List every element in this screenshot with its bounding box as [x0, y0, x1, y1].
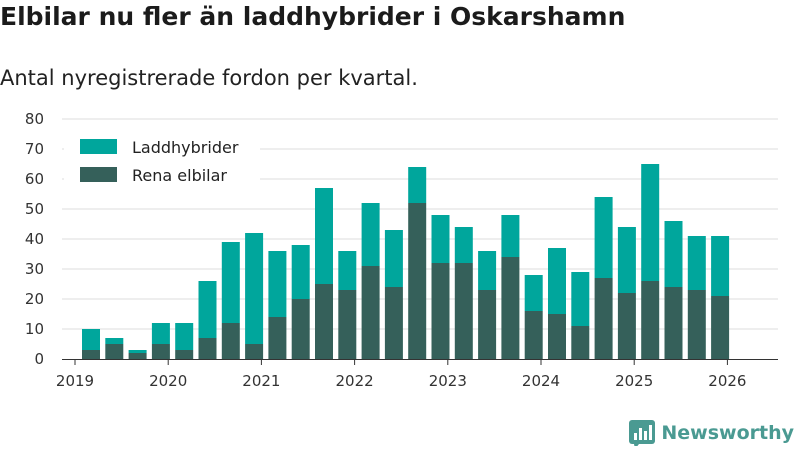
- bar-rena-elbilar: [641, 281, 660, 359]
- bar-rena-elbilar: [687, 290, 706, 359]
- bar-laddhybrider: [641, 164, 660, 281]
- bar-rena-elbilar: [338, 290, 357, 359]
- bar-laddhybrider: [221, 242, 240, 323]
- bars: [82, 164, 730, 359]
- bar-rena-elbilar: [268, 317, 287, 359]
- bar-laddhybrider: [687, 236, 706, 290]
- bar-rena-elbilar: [82, 350, 100, 359]
- bar-laddhybrider: [105, 338, 124, 344]
- bar-laddhybrider: [548, 248, 566, 314]
- bar-laddhybrider: [617, 227, 636, 293]
- y-tick-label: 30: [25, 260, 44, 278]
- bar-rena-elbilar: [105, 344, 124, 359]
- bar-laddhybrider: [198, 281, 217, 338]
- x-tick-label: 2026: [708, 372, 746, 390]
- bar-rena-elbilar: [524, 311, 543, 359]
- bar-laddhybrider: [408, 167, 427, 203]
- bar-chart-icon: [629, 420, 656, 446]
- bar-laddhybrider: [151, 323, 170, 344]
- bar-laddhybrider: [711, 236, 730, 296]
- bar-rena-elbilar: [548, 314, 566, 359]
- chart-subtitle: Antal nyregistrerade fordon per kvartal.: [0, 66, 418, 90]
- y-tick-label: 60: [25, 170, 44, 188]
- x-tick-label: 2023: [429, 372, 467, 390]
- bar-rena-elbilar: [245, 344, 264, 359]
- bar-laddhybrider: [268, 251, 287, 317]
- bar-rena-elbilar: [128, 353, 147, 359]
- bar-laddhybrider: [384, 230, 403, 287]
- bar-rena-elbilar: [384, 287, 403, 359]
- bar-laddhybrider: [315, 188, 333, 284]
- bar-rena-elbilar: [291, 299, 310, 359]
- y-tick-label: 0: [34, 350, 44, 368]
- legend: Laddhybrider Rena elbilar: [64, 131, 260, 187]
- y-tick-label: 50: [25, 200, 44, 218]
- bar-rena-elbilar: [571, 326, 590, 359]
- newsworthy-logo: Newsworthy: [629, 420, 794, 446]
- bar-rena-elbilar: [617, 293, 636, 359]
- y-tick-label: 20: [25, 290, 44, 308]
- y-tick-label: 80: [25, 110, 44, 128]
- bar-rena-elbilar: [221, 323, 240, 359]
- bar-rena-elbilar: [594, 278, 613, 359]
- x-tick-label: 2022: [336, 372, 374, 390]
- bar-rena-elbilar: [198, 338, 217, 359]
- x-tick-label: 2024: [522, 372, 560, 390]
- y-tick-label: 70: [25, 140, 44, 158]
- y-tick-label: 10: [25, 320, 44, 338]
- bar-laddhybrider: [431, 215, 450, 263]
- legend-swatch: [80, 139, 117, 154]
- bar-laddhybrider: [524, 275, 543, 311]
- bar-laddhybrider: [175, 323, 194, 350]
- bar-rena-elbilar: [501, 257, 520, 359]
- bar-laddhybrider: [571, 272, 590, 326]
- bar-rena-elbilar: [151, 344, 170, 359]
- axes: 0 10 20 30 40 50 60 70 80 2019 2020 2021 2022 2023 202…: [25, 110, 778, 390]
- bar-rena-elbilar: [361, 266, 380, 359]
- bar-rena-elbilar: [315, 284, 333, 359]
- x-tick-label: 2025: [615, 372, 653, 390]
- bar-rena-elbilar: [175, 350, 194, 359]
- x-tick-label: 2019: [56, 372, 94, 390]
- bar-laddhybrider: [594, 197, 613, 278]
- bar-laddhybrider: [245, 233, 264, 344]
- bar-laddhybrider: [478, 251, 497, 290]
- bar-rena-elbilar: [711, 296, 730, 359]
- legend-swatch: [80, 167, 117, 182]
- bar-laddhybrider: [291, 245, 310, 299]
- bar-laddhybrider: [454, 227, 473, 263]
- bar-laddhybrider: [361, 203, 380, 266]
- bar-laddhybrider: [664, 221, 683, 287]
- chart-title: Elbilar nu fler än laddhybrider i Oskars…: [0, 2, 626, 31]
- bar-rena-elbilar: [454, 263, 473, 359]
- stacked-bar-chart: 0 10 20 30 40 50 60 70 80 2019 2020 2021 2022 2023 202…: [25, 110, 778, 390]
- bar-rena-elbilar: [664, 287, 683, 359]
- bar-laddhybrider: [82, 329, 100, 350]
- y-tick-label: 40: [25, 230, 44, 248]
- x-tick-label: 2020: [149, 372, 187, 390]
- bar-rena-elbilar: [408, 203, 427, 359]
- bar-laddhybrider: [501, 215, 520, 257]
- x-tick-label: 2021: [242, 372, 280, 390]
- bar-rena-elbilar: [431, 263, 450, 359]
- bar-rena-elbilar: [478, 290, 497, 359]
- bar-laddhybrider: [128, 350, 147, 353]
- legend-label: Laddhybrider: [132, 138, 239, 157]
- brand-name: Newsworthy: [661, 422, 794, 444]
- legend-label: Rena elbilar: [132, 166, 227, 185]
- bar-laddhybrider: [338, 251, 357, 290]
